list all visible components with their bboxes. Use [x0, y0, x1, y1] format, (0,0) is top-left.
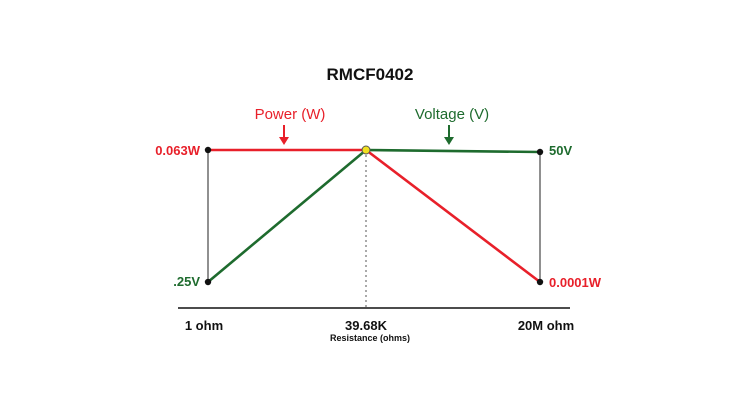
- x-axis-label: Resistance (ohms): [330, 333, 410, 343]
- x-tick-label-0: 1 ohm: [185, 318, 223, 333]
- x-axis: 1 ohm 39.68K 20M ohm: [185, 318, 574, 333]
- series-endpoint-0-2: [536, 278, 544, 286]
- crossover-point: [361, 145, 371, 155]
- legend-label-0: Power (W): [255, 106, 326, 123]
- x-tick-label-1: 39.68K: [345, 318, 388, 333]
- series-line-1: [207, 148, 541, 283]
- voltage-end-label: 50V: [549, 143, 572, 158]
- power-start-label: 0.063W: [155, 143, 201, 158]
- end-labels: 0.063W 0.0001W .25V 50V: [155, 143, 602, 290]
- series-lines: [207, 148, 541, 284]
- legend-arrow-head-0: [279, 137, 289, 145]
- power-end-label: 0.0001W: [549, 275, 602, 290]
- legend-label-1: Voltage (V): [415, 106, 489, 123]
- series-endpoint-1-0: [204, 278, 212, 286]
- series-endpoint-1-2: [536, 148, 544, 156]
- legend-arrow-head-1: [444, 137, 454, 145]
- chart-title: RMCF0402: [327, 65, 414, 84]
- series-endpoint-0-0: [204, 146, 212, 154]
- voltage-start-label: .25V: [173, 274, 200, 289]
- legend: Power (W) Voltage (V): [255, 106, 489, 145]
- x-tick-label-2: 20M ohm: [518, 318, 574, 333]
- series-points: [204, 145, 544, 286]
- chart-frame: [178, 150, 570, 309]
- series-line-0: [208, 148, 541, 284]
